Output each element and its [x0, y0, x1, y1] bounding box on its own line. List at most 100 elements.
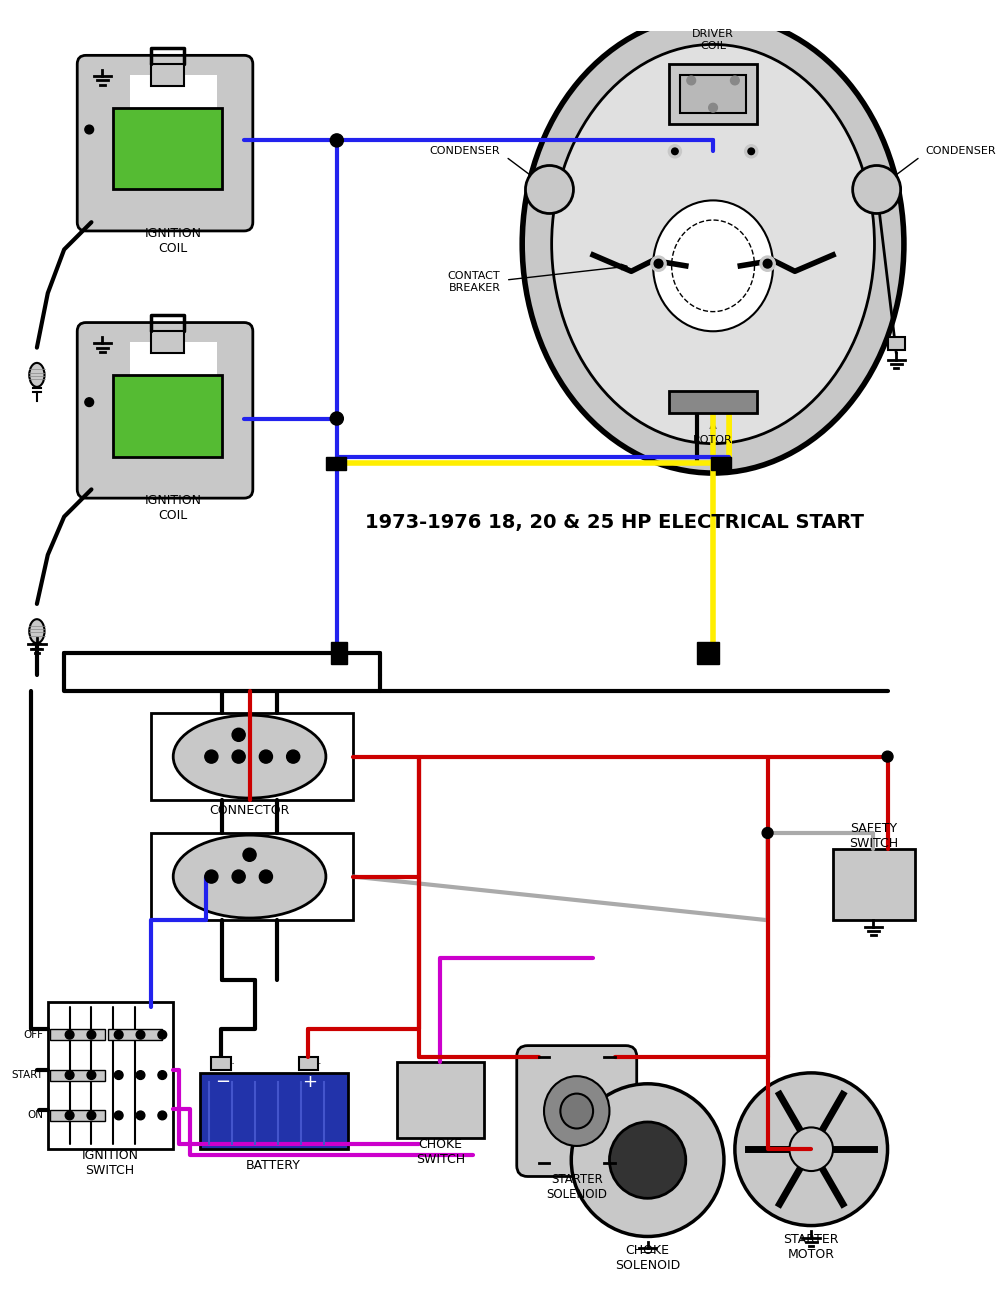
Ellipse shape	[29, 362, 45, 387]
Circle shape	[287, 750, 300, 763]
Circle shape	[232, 870, 245, 883]
Bar	[108, 1029, 162, 1040]
Text: STARTER
SOLENOID: STARTER SOLENOID	[546, 1173, 607, 1202]
Circle shape	[232, 729, 245, 742]
Circle shape	[114, 1030, 123, 1039]
Circle shape	[763, 260, 772, 268]
Ellipse shape	[571, 1083, 724, 1237]
Bar	[151, 64, 184, 86]
Circle shape	[651, 256, 666, 271]
Circle shape	[731, 77, 739, 84]
Circle shape	[668, 144, 681, 158]
Ellipse shape	[735, 1073, 888, 1225]
Text: STARTER
MOTOR: STARTER MOTOR	[783, 1233, 839, 1261]
FancyBboxPatch shape	[517, 1046, 637, 1177]
Text: −: −	[215, 1073, 230, 1091]
Ellipse shape	[522, 16, 904, 473]
Bar	[113, 108, 222, 190]
Ellipse shape	[552, 44, 874, 443]
Bar	[151, 713, 353, 800]
Circle shape	[330, 412, 343, 425]
Bar	[50, 1029, 105, 1040]
Text: CONNECTOR: CONNECTOR	[209, 804, 290, 817]
Bar	[669, 64, 757, 125]
Circle shape	[672, 148, 678, 155]
Circle shape	[654, 260, 663, 268]
Circle shape	[709, 104, 717, 112]
Bar	[151, 331, 184, 353]
Circle shape	[158, 1030, 167, 1039]
Ellipse shape	[544, 1076, 609, 1146]
Text: ROTOR: ROTOR	[693, 435, 733, 446]
Text: CHOKE
SWITCH: CHOKE SWITCH	[416, 1138, 465, 1167]
Circle shape	[136, 1070, 145, 1079]
Bar	[331, 642, 347, 664]
Text: CHOKE
SOLENOID: CHOKE SOLENOID	[615, 1244, 680, 1272]
Circle shape	[65, 1111, 74, 1120]
Circle shape	[87, 1070, 96, 1079]
Circle shape	[85, 397, 94, 407]
Circle shape	[243, 848, 256, 861]
Bar	[211, 1056, 231, 1069]
Circle shape	[205, 750, 218, 763]
Circle shape	[114, 1070, 123, 1079]
Circle shape	[259, 750, 272, 763]
Circle shape	[136, 1111, 145, 1120]
Text: START: START	[12, 1070, 43, 1079]
Text: CONDENSER: CONDENSER	[430, 147, 500, 156]
Bar	[680, 75, 746, 113]
Ellipse shape	[173, 716, 326, 798]
Text: DRIVER
COIL: DRIVER COIL	[692, 30, 734, 51]
Bar	[200, 1073, 348, 1150]
Bar	[397, 1063, 484, 1138]
Text: POS.: POS.	[297, 1056, 322, 1066]
Circle shape	[687, 77, 696, 84]
Bar	[50, 1069, 105, 1081]
Bar	[48, 1002, 173, 1150]
Circle shape	[114, 1111, 123, 1120]
Ellipse shape	[789, 1128, 833, 1170]
Circle shape	[760, 256, 775, 271]
Circle shape	[87, 1111, 96, 1120]
FancyBboxPatch shape	[77, 322, 253, 498]
Text: NEG.: NEG.	[209, 1056, 235, 1066]
Ellipse shape	[560, 1094, 593, 1129]
Text: IGNITION
SWITCH: IGNITION SWITCH	[81, 1150, 138, 1177]
Ellipse shape	[609, 1122, 686, 1198]
Text: ON: ON	[27, 1111, 43, 1121]
Circle shape	[745, 144, 758, 158]
Circle shape	[158, 1111, 167, 1120]
Text: IGNITION
COIL: IGNITION COIL	[145, 494, 202, 522]
Bar	[669, 391, 757, 413]
Circle shape	[762, 827, 773, 838]
Circle shape	[882, 751, 893, 763]
Text: CONTACT
BREAKER: CONTACT BREAKER	[448, 271, 500, 294]
Ellipse shape	[525, 165, 573, 213]
Bar	[151, 833, 353, 920]
Ellipse shape	[653, 200, 773, 331]
Bar	[130, 75, 217, 125]
Text: IGNITION
COIL: IGNITION COIL	[145, 227, 202, 255]
Circle shape	[330, 134, 343, 147]
Circle shape	[87, 1030, 96, 1039]
Text: OFF: OFF	[23, 1030, 43, 1039]
Bar	[113, 375, 222, 457]
Text: 1973-1976 18, 20 & 25 HP ELECTRICAL START: 1973-1976 18, 20 & 25 HP ELECTRICAL STAR…	[365, 513, 864, 531]
Text: +: +	[302, 1073, 317, 1091]
Circle shape	[65, 1070, 74, 1079]
Bar	[299, 1056, 318, 1069]
Circle shape	[232, 750, 245, 763]
Circle shape	[65, 1030, 74, 1039]
Circle shape	[205, 870, 218, 883]
Circle shape	[748, 148, 755, 155]
Bar	[833, 850, 915, 920]
Bar	[697, 642, 719, 664]
Text: SAFETY
SWITCH: SAFETY SWITCH	[849, 822, 898, 851]
Ellipse shape	[173, 835, 326, 918]
Circle shape	[259, 870, 272, 883]
Text: BATTERY: BATTERY	[246, 1159, 301, 1172]
Bar	[711, 457, 731, 470]
Bar	[888, 336, 905, 349]
Circle shape	[85, 125, 94, 134]
Circle shape	[158, 1070, 167, 1079]
